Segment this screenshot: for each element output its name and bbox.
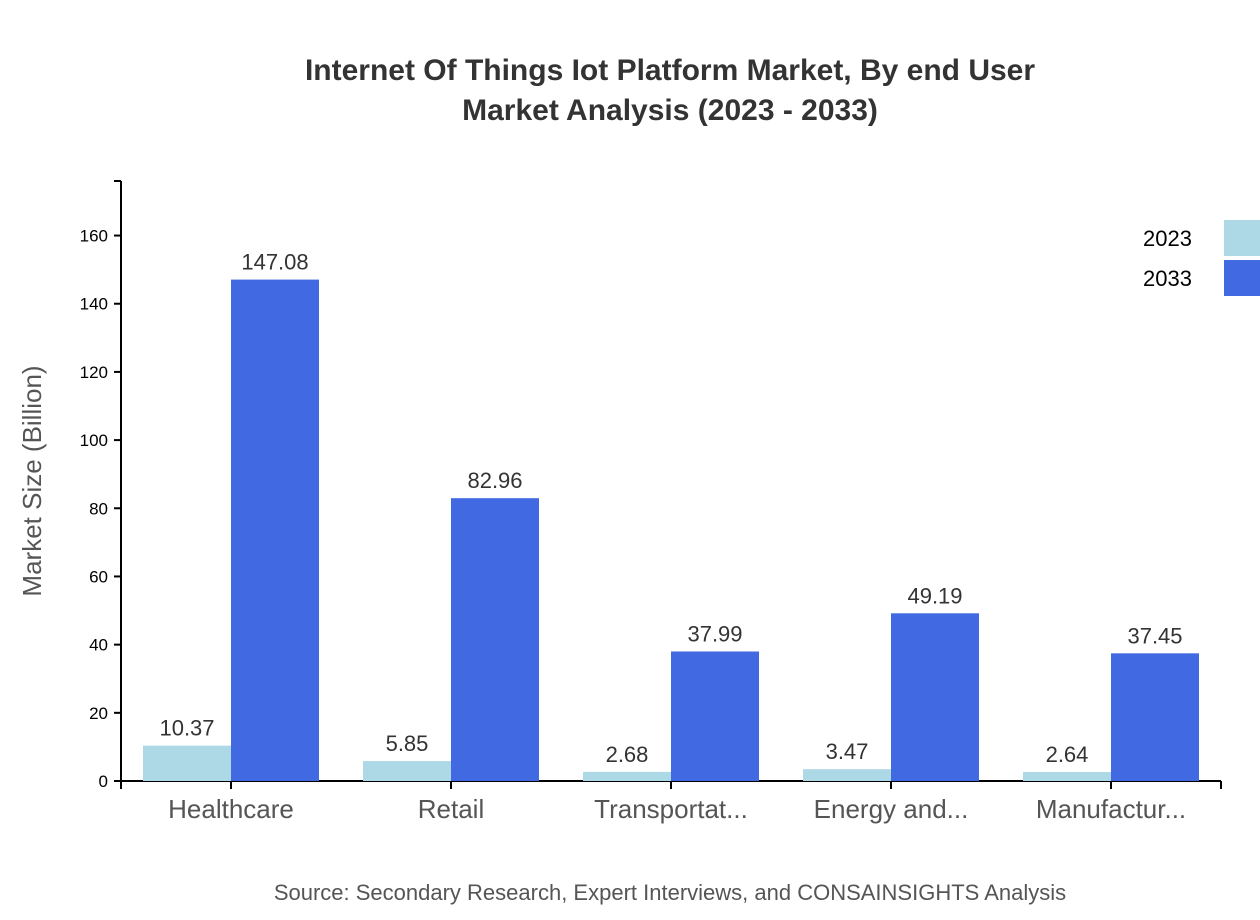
bar-2023 (143, 745, 231, 781)
y-tick-label: 80 (89, 499, 108, 518)
data-label: 37.45 (1127, 623, 1182, 648)
data-label: 37.99 (687, 621, 742, 646)
chart-title-line-1: Internet Of Things Iot Platform Market, … (305, 54, 1035, 87)
bar-2033 (451, 498, 539, 781)
bar-2033 (891, 613, 979, 781)
legend-label: 2033 (1143, 266, 1192, 291)
y-tick-label: 60 (89, 567, 108, 586)
y-tick-label: 160 (80, 227, 108, 246)
data-label: 2.64 (1046, 742, 1089, 767)
bar-2023 (363, 761, 451, 781)
x-tick-label: Energy and... (814, 794, 969, 824)
legend-swatch (1224, 260, 1260, 296)
data-label: 5.85 (386, 731, 429, 756)
y-tick-label: 100 (80, 431, 108, 450)
bar-2033 (1111, 653, 1199, 781)
y-tick-label: 140 (80, 295, 108, 314)
legend-swatch (1224, 220, 1260, 256)
bar-2023 (803, 769, 891, 781)
bar-2033 (231, 279, 319, 781)
data-label: 2.68 (606, 742, 649, 767)
y-axis-label: Market Size (Billion) (17, 365, 47, 596)
chart-title-line-2: Market Analysis (2023 - 2033) (462, 94, 878, 127)
source-note: Source: Secondary Research, Expert Inter… (274, 880, 1066, 905)
legend-label: 2023 (1143, 226, 1192, 251)
x-tick-label: Retail (418, 794, 484, 824)
y-tick-label: 120 (80, 363, 108, 382)
x-tick-label: Manufactur... (1036, 794, 1186, 824)
data-label: 3.47 (826, 739, 869, 764)
y-tick-label: 0 (99, 772, 108, 791)
bar-2023 (1023, 772, 1111, 781)
bar-2023 (583, 771, 671, 781)
data-label: 82.96 (467, 468, 522, 493)
y-tick-label: 40 (89, 636, 108, 655)
y-tick-label: 20 (89, 704, 108, 723)
bar-2033 (671, 651, 759, 781)
data-label: 49.19 (907, 583, 962, 608)
x-tick-label: Transportat... (594, 794, 748, 824)
data-label: 10.37 (159, 716, 214, 741)
x-tick-label: Healthcare (168, 794, 294, 824)
data-label: 147.08 (241, 250, 308, 275)
